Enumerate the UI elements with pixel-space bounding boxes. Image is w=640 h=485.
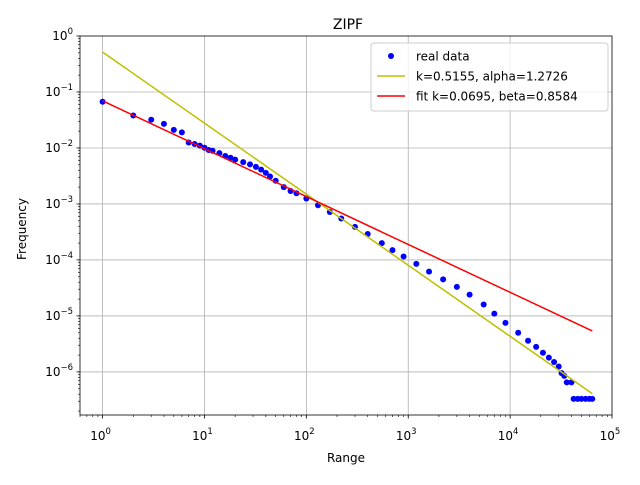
data-point [232, 156, 239, 163]
data-point [267, 173, 274, 180]
data-point [563, 379, 570, 386]
data-point [240, 159, 247, 166]
chart-title: ZIPF [333, 17, 363, 33]
data-point [426, 268, 433, 275]
data-point [170, 126, 177, 133]
data-point [555, 363, 562, 370]
legend-box [370, 42, 609, 112]
legend: real data k=0.5155, alpha=1.2726 fit k=0.0… [370, 42, 609, 112]
data-point [148, 116, 155, 123]
legend-label-2: k=0.5155, alpha=1.2726 [416, 70, 568, 84]
series-layer [99, 51, 596, 402]
data-point [413, 260, 420, 267]
data-point [453, 283, 460, 290]
data-point [539, 349, 546, 356]
data-point [252, 163, 259, 170]
data-point [502, 319, 509, 326]
data-point [466, 291, 473, 298]
data-point [400, 253, 407, 260]
y-axis-label: Frequency [15, 198, 29, 260]
grid-lines [80, 36, 612, 415]
data-point [491, 310, 498, 317]
data-point [258, 166, 265, 173]
data-point [160, 120, 167, 127]
fit-line-2 [102, 100, 593, 332]
data-point [262, 169, 269, 176]
data-point [440, 276, 447, 283]
data-point [578, 395, 585, 402]
data-point [378, 240, 385, 247]
fit-line-1 [102, 51, 593, 395]
data-point [551, 359, 558, 366]
legend-label-3: fit k=0.0695, beta=0.8584 [416, 90, 578, 104]
data-point [247, 161, 254, 168]
legend-marker-1 [388, 53, 394, 59]
data-point [227, 154, 234, 161]
x-axis-label: Range [327, 451, 365, 465]
data-point [533, 343, 540, 350]
data-point [589, 395, 596, 402]
data-point [515, 329, 522, 336]
data-point [178, 129, 185, 136]
data-point [480, 301, 487, 308]
data-point [99, 98, 106, 105]
legend-label-1: real data [416, 50, 470, 64]
plot-frame [79, 35, 613, 416]
data-point [525, 337, 532, 344]
data-point [389, 247, 396, 254]
data-point [545, 354, 552, 361]
